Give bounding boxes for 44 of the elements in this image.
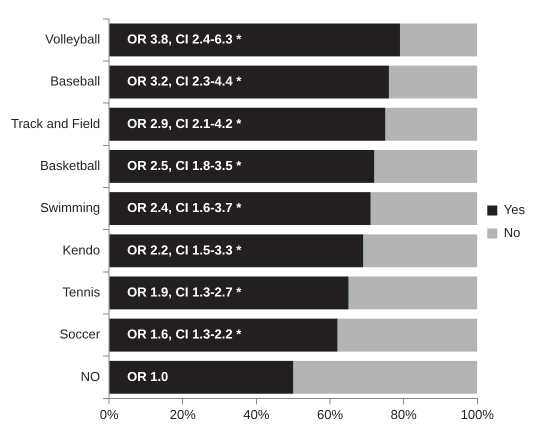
bar	[374, 150, 478, 183]
annotation: OR 1.6, CI 1.3-2.2 *	[127, 326, 242, 342]
annotation: OR 2.4, CI 1.6-3.7 *	[127, 200, 242, 216]
bar	[110, 66, 389, 99]
annotation: OR 2.5, CI 1.8-3.5 *	[127, 158, 242, 173]
y-tick-label: Tennis	[62, 284, 101, 300]
x-tick-label: 80%	[390, 406, 418, 422]
bar	[110, 23, 400, 56]
annotation: OR 3.2, CI 2.3-4.4 *	[127, 74, 242, 89]
bar	[385, 108, 478, 141]
bar	[110, 276, 348, 310]
annotation: OR 3.8, CI 2.4-6.3 *	[127, 31, 242, 46]
annotation: OR 1.0	[127, 368, 168, 384]
x-tick-label: 60%	[317, 406, 344, 422]
y-tick-label: Swimming	[40, 200, 100, 216]
bar	[370, 192, 478, 226]
legend-label: Yes	[504, 202, 526, 218]
y-tick-label: Kendo	[62, 242, 100, 258]
bar	[388, 66, 478, 99]
bar	[110, 318, 338, 352]
bar	[110, 108, 386, 141]
annotation: OR 1.9, CI 1.3-2.7 *	[127, 284, 242, 300]
legend-label: No	[504, 225, 520, 240]
annotation: OR 2.9, CI 2.1-4.2 *	[127, 116, 242, 131]
y-tick-label: NO	[80, 368, 100, 384]
bar	[110, 360, 294, 394]
bar	[293, 360, 478, 394]
x-tick-label: 40%	[243, 406, 270, 422]
x-tick-label: 20%	[170, 406, 196, 422]
y-tick-label: Track and Field	[11, 116, 100, 131]
bar	[363, 234, 478, 268]
x-tick-label: 0%	[100, 406, 119, 422]
y-tick-label: Baseball	[50, 74, 100, 89]
bar	[348, 276, 478, 310]
x-tick-label: 100%	[460, 406, 494, 422]
y-tick-label: Volleyball	[45, 31, 100, 46]
bar	[337, 318, 478, 352]
y-tick-label: Soccer	[60, 326, 101, 342]
bar	[110, 192, 371, 226]
bar	[400, 23, 478, 56]
y-tick-label: Basketball	[40, 158, 100, 173]
bar	[110, 150, 374, 183]
bar	[110, 234, 364, 268]
annotation: OR 2.2, CI 1.5-3.3 *	[127, 242, 242, 258]
